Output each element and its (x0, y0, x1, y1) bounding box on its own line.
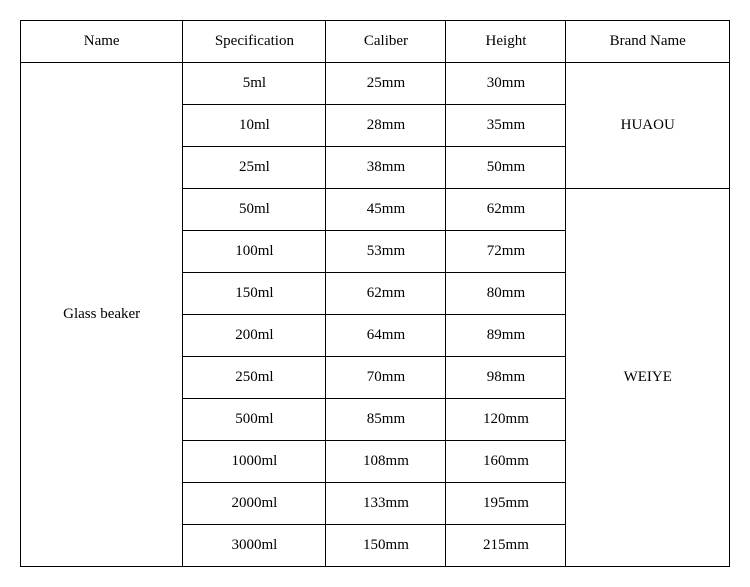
cell-caliber: 38mm (326, 147, 446, 189)
cell-caliber: 62mm (326, 273, 446, 315)
cell-height: 215mm (446, 525, 566, 567)
cell-height: 160mm (446, 441, 566, 483)
cell-height: 89mm (446, 315, 566, 357)
cell-brand: WEIYE (566, 189, 730, 567)
cell-height: 195mm (446, 483, 566, 525)
col-header-height: Height (446, 21, 566, 63)
cell-caliber: 85mm (326, 399, 446, 441)
cell-height: 50mm (446, 147, 566, 189)
cell-caliber: 45mm (326, 189, 446, 231)
cell-caliber: 150mm (326, 525, 446, 567)
cell-caliber: 25mm (326, 63, 446, 105)
cell-height: 30mm (446, 63, 566, 105)
cell-spec: 50ml (183, 189, 326, 231)
cell-height: 98mm (446, 357, 566, 399)
table-row: Glass beaker 5ml 25mm 30mm HUAOU (21, 63, 730, 105)
col-header-spec: Specification (183, 21, 326, 63)
cell-spec: 500ml (183, 399, 326, 441)
cell-height: 35mm (446, 105, 566, 147)
cell-caliber: 108mm (326, 441, 446, 483)
cell-spec: 10ml (183, 105, 326, 147)
cell-spec: 25ml (183, 147, 326, 189)
cell-name: Glass beaker (21, 63, 183, 567)
cell-caliber: 133mm (326, 483, 446, 525)
cell-spec: 2000ml (183, 483, 326, 525)
col-header-name: Name (21, 21, 183, 63)
cell-caliber: 53mm (326, 231, 446, 273)
cell-spec: 5ml (183, 63, 326, 105)
cell-caliber: 70mm (326, 357, 446, 399)
col-header-caliber: Caliber (326, 21, 446, 63)
cell-caliber: 64mm (326, 315, 446, 357)
table-header-row: Name Specification Caliber Height Brand … (21, 21, 730, 63)
cell-spec: 150ml (183, 273, 326, 315)
cell-caliber: 28mm (326, 105, 446, 147)
cell-height: 62mm (446, 189, 566, 231)
cell-spec: 3000ml (183, 525, 326, 567)
cell-spec: 100ml (183, 231, 326, 273)
beaker-spec-table: Name Specification Caliber Height Brand … (20, 20, 730, 567)
cell-spec: 250ml (183, 357, 326, 399)
cell-height: 80mm (446, 273, 566, 315)
cell-brand: HUAOU (566, 63, 730, 189)
cell-spec: 1000ml (183, 441, 326, 483)
cell-spec: 200ml (183, 315, 326, 357)
col-header-brand: Brand Name (566, 21, 730, 63)
cell-height: 72mm (446, 231, 566, 273)
cell-height: 120mm (446, 399, 566, 441)
